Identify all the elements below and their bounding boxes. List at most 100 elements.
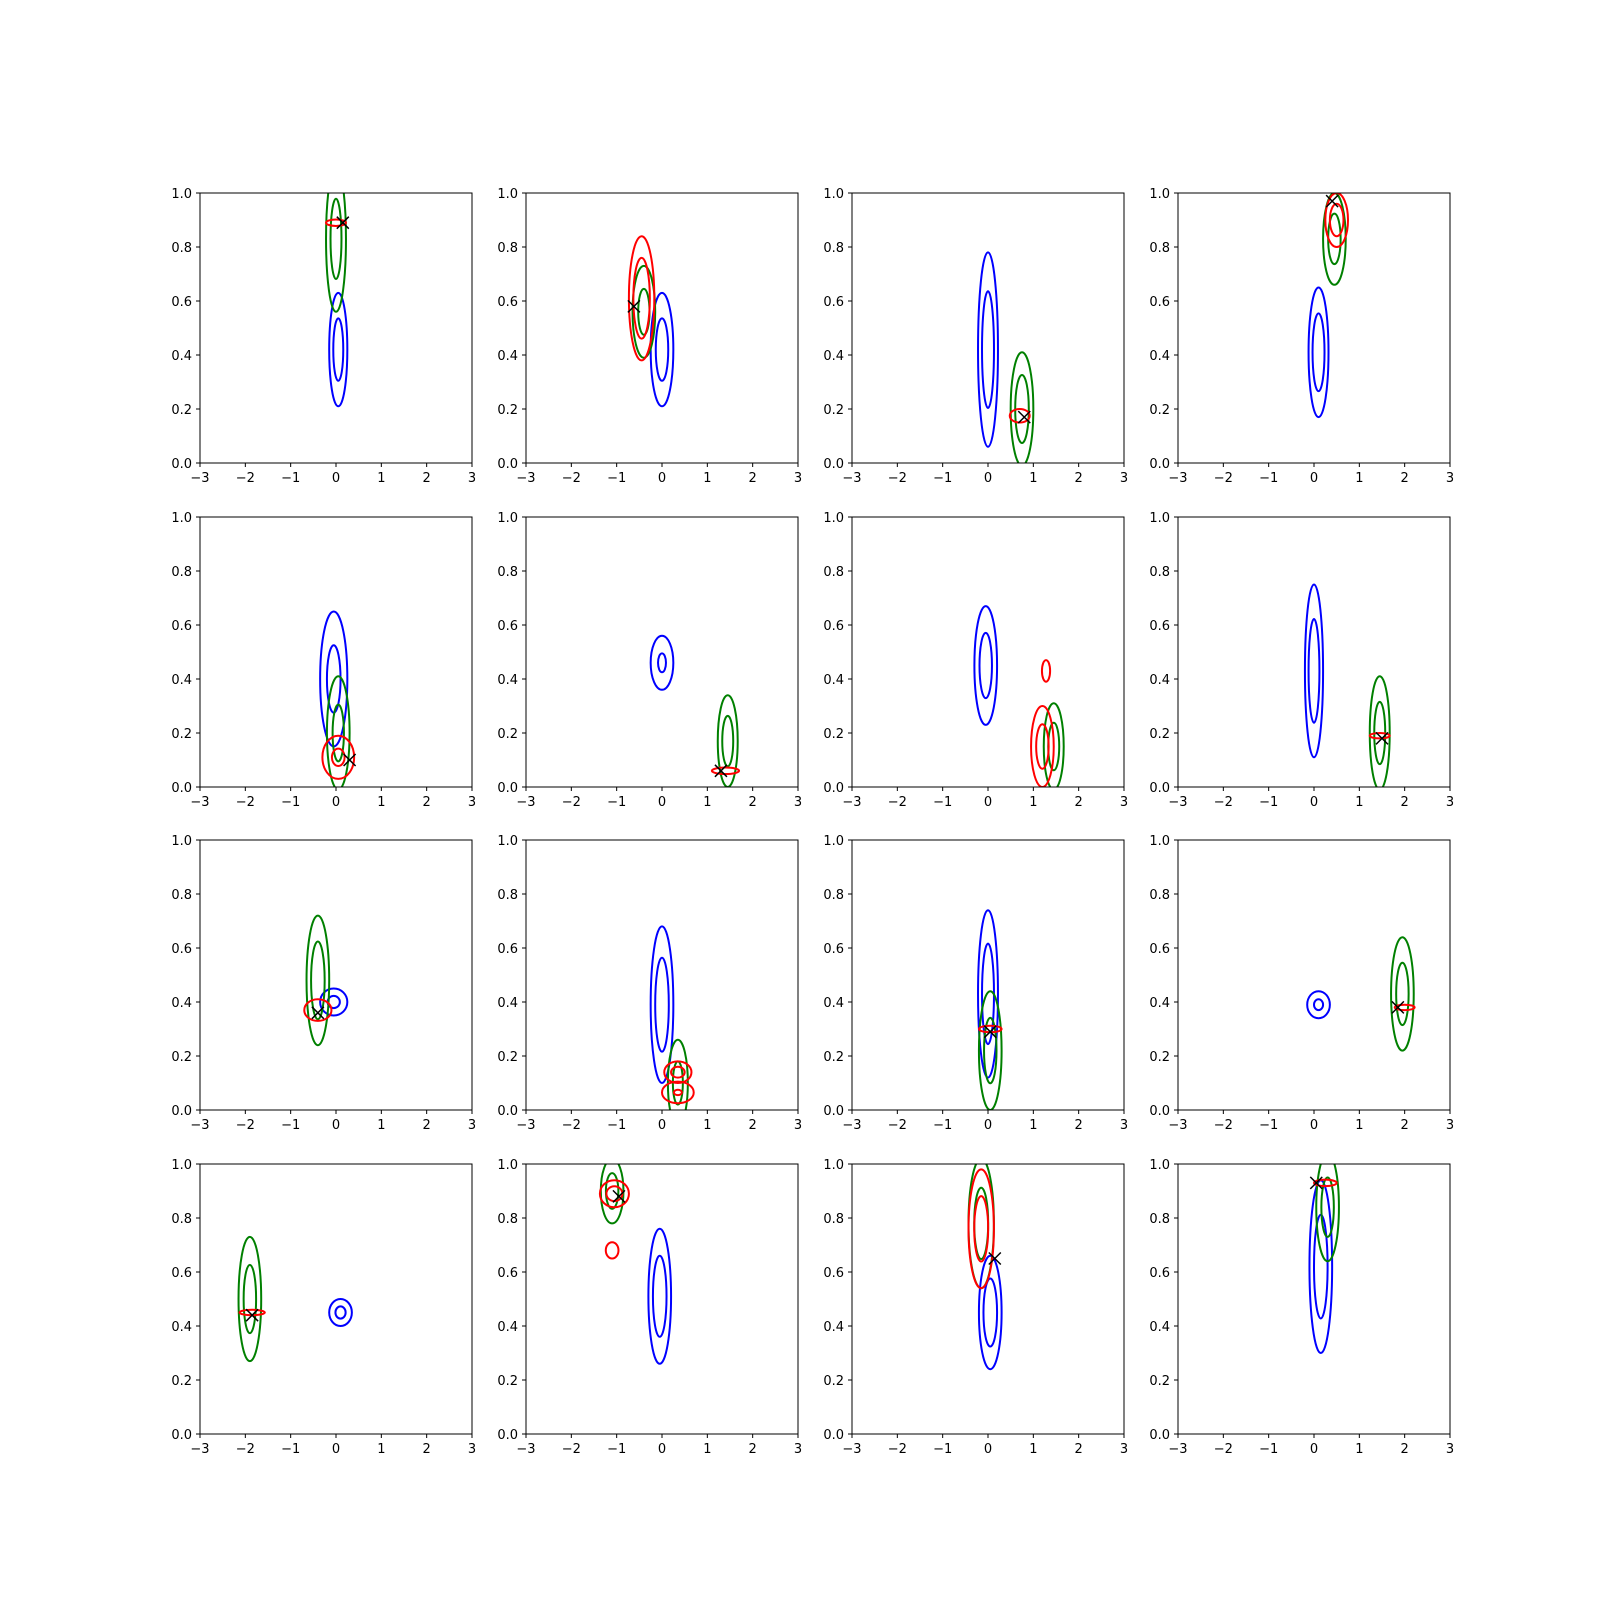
x-tick-label: 3 (1120, 795, 1128, 810)
x-tick-label: 0 (332, 1118, 340, 1133)
y-tick-label: 0.0 (1149, 457, 1170, 472)
x-tick-label: 1 (377, 1442, 385, 1457)
y-tick-label: 0.4 (497, 996, 518, 1011)
y-tick-label: 0.0 (171, 1104, 192, 1119)
x-tick-label: 3 (1446, 471, 1454, 486)
blue-contour-outer-1 (977, 251, 999, 448)
y-tick-label: 0.6 (1149, 942, 1170, 957)
blue-contour-inner-1 (334, 1305, 347, 1320)
y-tick-label: 1.0 (1149, 1158, 1170, 1173)
y-tick-label: 0.0 (171, 1428, 192, 1443)
x-tick-label: 2 (1075, 1442, 1083, 1457)
x-tick-label: 0 (1310, 1442, 1318, 1457)
x-tick-label: 0 (658, 1442, 666, 1457)
y-tick-label: 0.8 (823, 565, 844, 580)
x-tick-label: −1 (1259, 471, 1278, 486)
y-tick-label: 0.0 (171, 457, 192, 472)
x-tick-label: −1 (933, 1442, 952, 1457)
axes-frame (199, 839, 473, 1111)
contour-group (598, 1164, 673, 1365)
x-tick-label: 1 (703, 1118, 711, 1133)
x-tick-label: 2 (1075, 471, 1083, 486)
y-tick-label: 0.4 (171, 349, 192, 364)
axes-frame (525, 516, 799, 788)
subplot-6: −3 −2 −1 0 1 2 3 0.0 0.2 0.4 0.6 0.8 1.0 (497, 511, 802, 810)
x-marker (1325, 194, 1339, 208)
green-contour-inner-1 (329, 197, 343, 280)
x-tick-label: 3 (1120, 1118, 1128, 1133)
blue-contour-outer-1 (328, 1298, 353, 1327)
y-tick-label: 0.0 (497, 781, 518, 796)
x-tick-label: −1 (933, 795, 952, 810)
contour-group (977, 909, 1003, 1110)
x-tick-label: −2 (562, 471, 581, 486)
x-tick-label: 1 (1355, 795, 1363, 810)
x-tick-label: −3 (842, 1442, 861, 1457)
y-tick-label: 0.4 (497, 349, 518, 364)
x-tick-label: 1 (1355, 471, 1363, 486)
contour-group (1306, 936, 1416, 1052)
y-tick-label: 1.0 (171, 834, 192, 849)
x-tick-label: 3 (794, 1442, 802, 1457)
x-marker (311, 1006, 325, 1020)
x-tick-label: 3 (794, 1118, 802, 1133)
x-tick-label: 0 (984, 1118, 992, 1133)
green-contour-inner-1 (331, 703, 345, 763)
y-tick-label: 0.2 (497, 727, 518, 742)
y-tick-label: 0.6 (823, 1266, 844, 1281)
y-tick-label: 0.0 (1149, 781, 1170, 796)
axes-frame (199, 192, 473, 464)
y-tick-label: 0.6 (823, 295, 844, 310)
y-tick-label: 1.0 (497, 834, 518, 849)
x-tick-label: −3 (516, 795, 535, 810)
red-contour-outer-1 (663, 1060, 693, 1084)
x-tick-label: −3 (1168, 1118, 1187, 1133)
x-tick-label: −2 (236, 795, 255, 810)
x-tick-label: −1 (933, 1118, 952, 1133)
subplot-12: −3 −2 −1 0 1 2 3 0.0 0.2 0.4 0.6 0.8 1.0 (1149, 834, 1454, 1133)
x-tick-label: 1 (703, 1442, 711, 1457)
x-tick-label: 1 (1029, 795, 1037, 810)
red-contour-inner-2 (672, 1088, 683, 1097)
x-tick-label: 0 (1310, 471, 1318, 486)
y-tick-label: 0.2 (823, 1374, 844, 1389)
x-tick-label: 0 (1310, 795, 1318, 810)
green-contour-inner-1 (983, 1016, 998, 1085)
x-marker (714, 764, 728, 778)
y-tick-label: 0.4 (497, 673, 518, 688)
y-tick-label: 0.8 (1149, 1212, 1170, 1227)
y-tick-label: 1.0 (171, 1158, 192, 1173)
x-tick-label: 3 (1120, 1442, 1128, 1457)
blue-contour-outer-1 (328, 291, 349, 408)
x-tick-label: 0 (658, 471, 666, 486)
x-tick-label: −3 (1168, 795, 1187, 810)
blue-contour-inner-1 (981, 290, 995, 409)
y-tick-label: 0.2 (171, 727, 192, 742)
x-tick-label: 3 (468, 471, 476, 486)
x-tick-label: 3 (468, 1118, 476, 1133)
x-tick-label: 1 (1029, 1442, 1037, 1457)
y-tick-label: 0.0 (497, 457, 518, 472)
contour-group (319, 610, 357, 787)
red-contour-inner-1 (632, 256, 651, 340)
y-tick-label: 0.4 (1149, 673, 1170, 688)
y-tick-label: 1.0 (497, 187, 518, 202)
x-tick-label: −1 (607, 795, 626, 810)
red-contour-outer-1 (710, 766, 741, 776)
y-tick-label: 0.6 (171, 619, 192, 634)
x-tick-label: −1 (607, 471, 626, 486)
contour-group (1308, 1164, 1340, 1354)
red-contour-outer-1 (598, 1179, 630, 1209)
red-contour-outer-1 (325, 218, 347, 227)
y-tick-label: 0.2 (497, 403, 518, 418)
blue-contour-outer-1 (1307, 286, 1330, 419)
x-tick-label: −1 (607, 1442, 626, 1457)
green-contour-outer-1 (1368, 675, 1391, 787)
red-contour-outer-2 (661, 1080, 695, 1105)
blue-contour-inner-1 (657, 652, 667, 674)
x-tick-label: −3 (516, 471, 535, 486)
x-tick-label: −1 (607, 1118, 626, 1133)
y-tick-label: 1.0 (497, 1158, 518, 1173)
red-contour-outer-1 (1313, 1178, 1338, 1188)
x-tick-label: −1 (1259, 1118, 1278, 1133)
